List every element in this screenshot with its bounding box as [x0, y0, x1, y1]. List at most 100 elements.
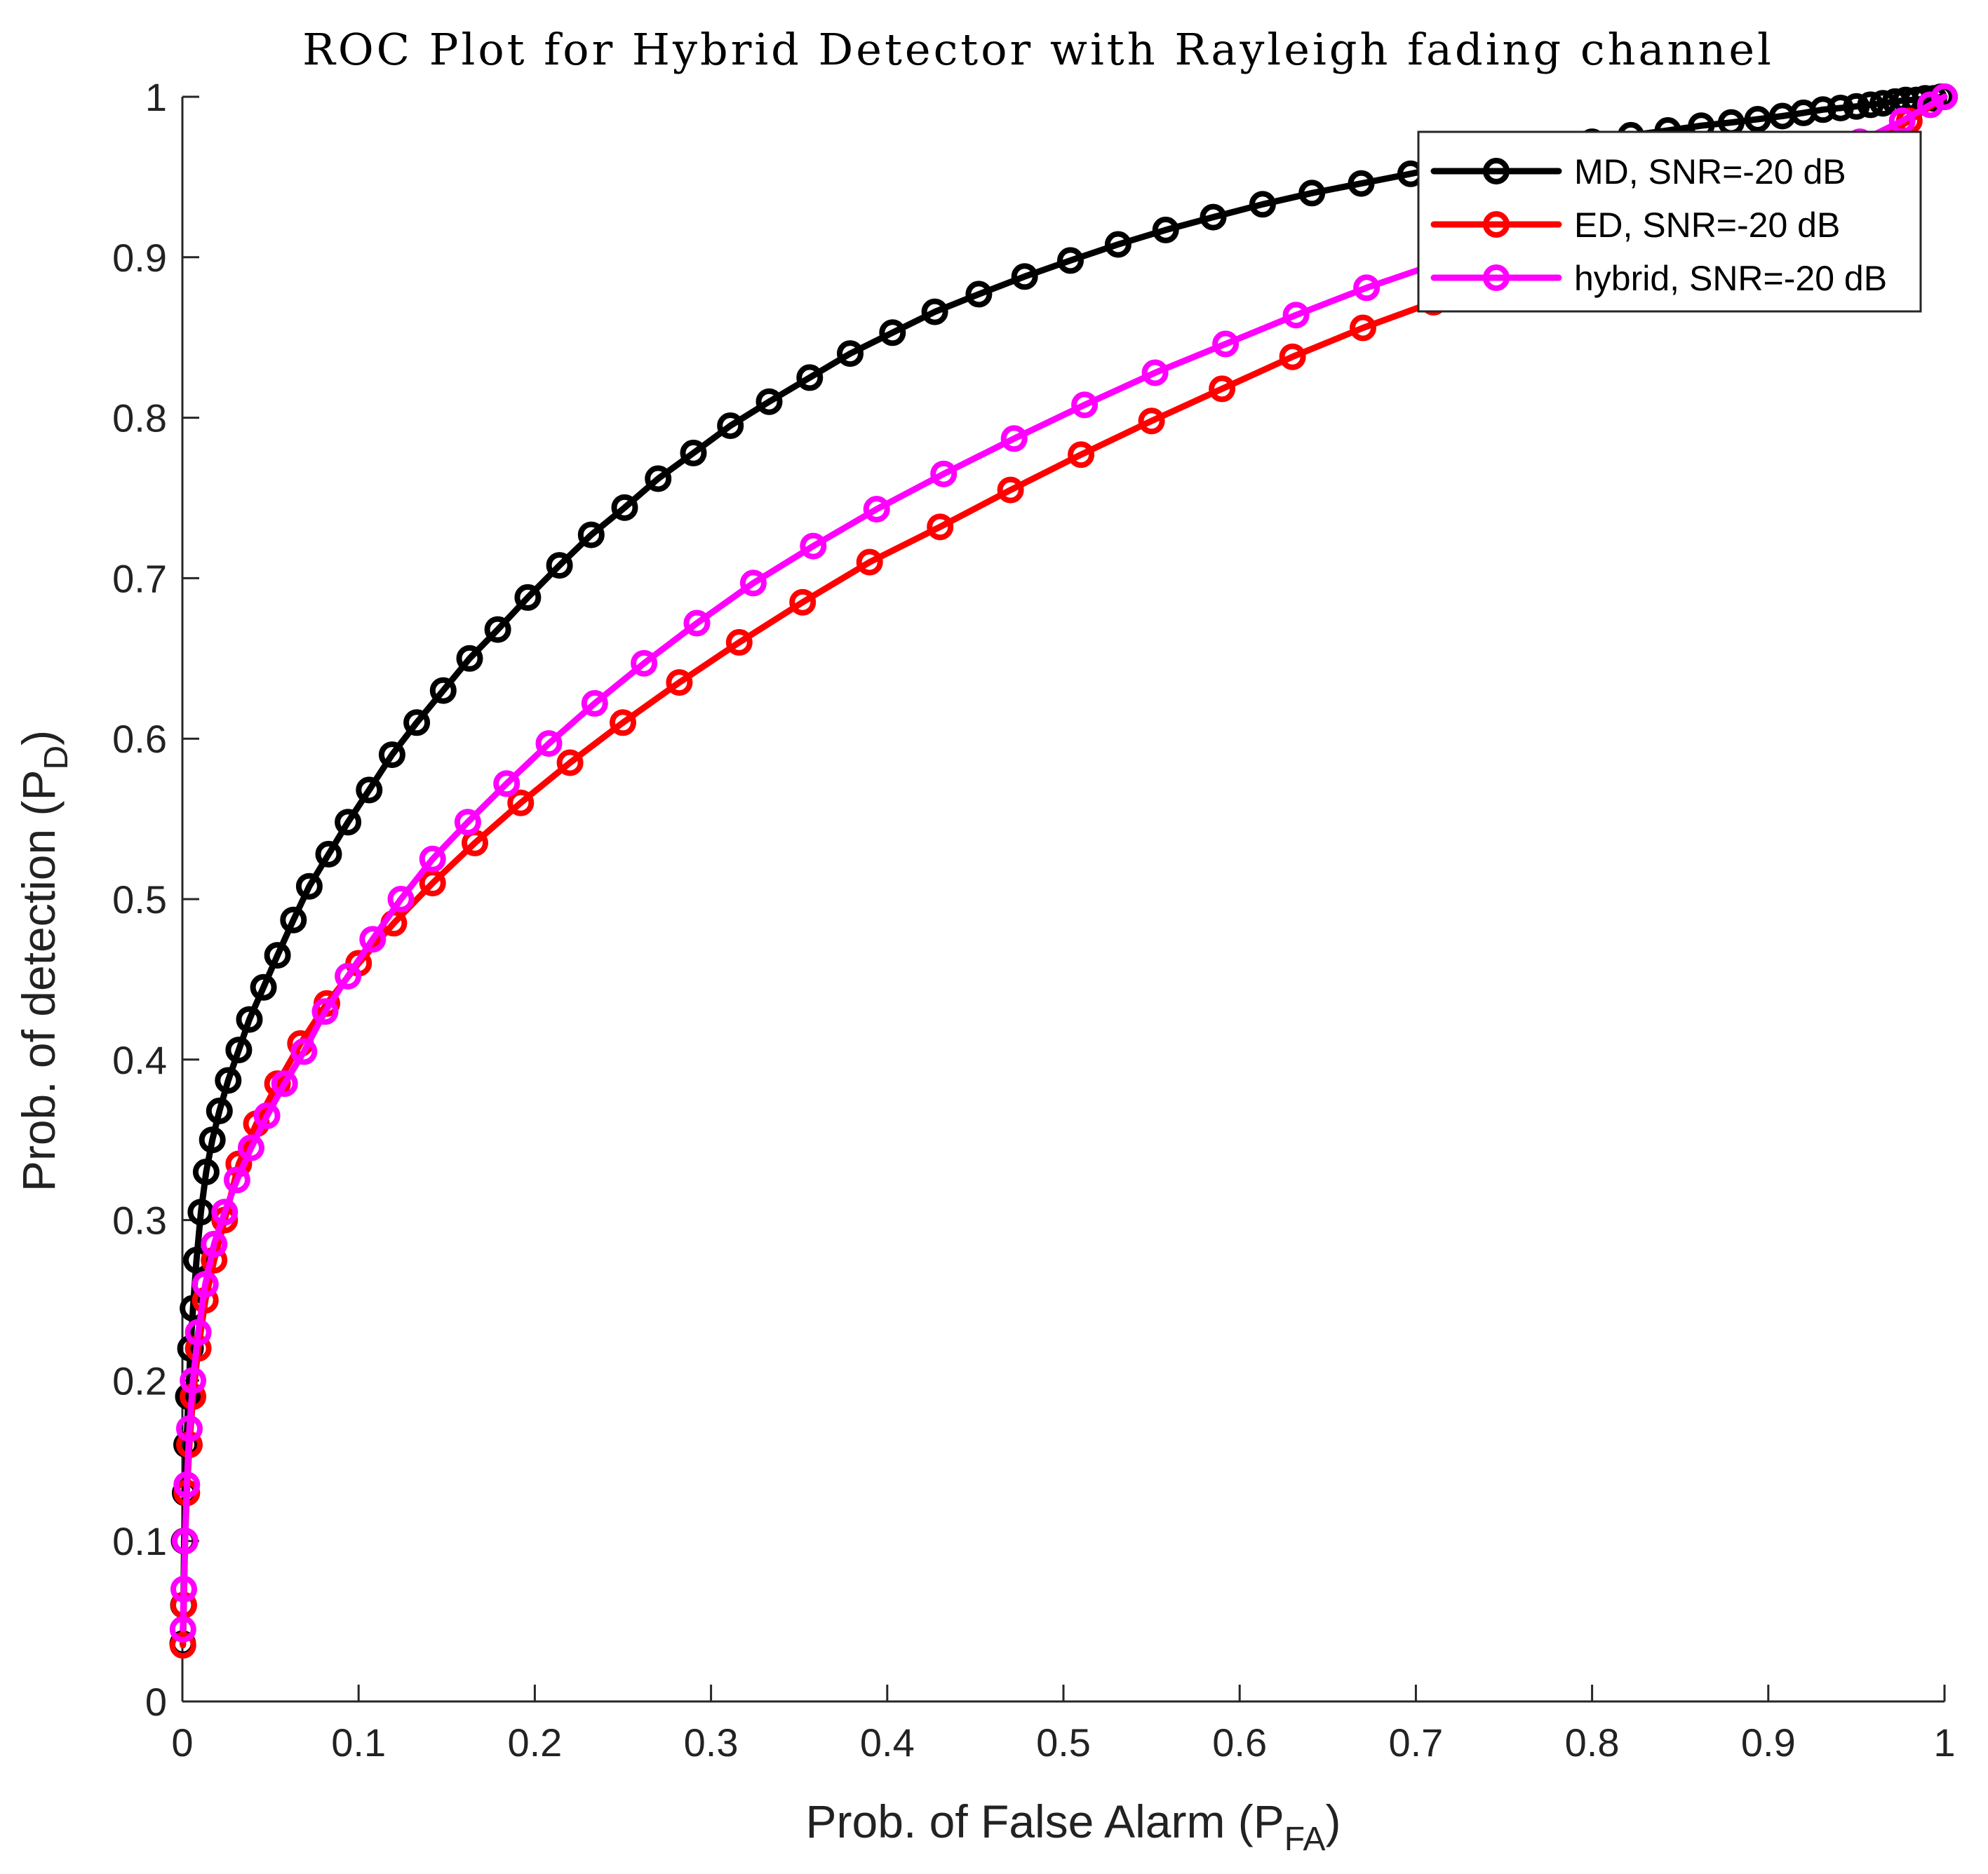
data-point-ed [725, 628, 753, 656]
data-point-ed [1138, 407, 1165, 435]
data-point-md [680, 439, 707, 466]
data-point-md [1152, 216, 1179, 243]
x-tick-label: 0.9 [1741, 1720, 1796, 1765]
data-point-hybrid [535, 730, 563, 757]
data-point-hybrid [581, 689, 608, 717]
data-point-hybrid [169, 1616, 196, 1643]
data-point-hybrid [1931, 83, 1958, 110]
data-point-md [546, 552, 573, 579]
data-point-md [611, 494, 638, 521]
data-point-md [1857, 91, 1884, 119]
data-point-hybrid [192, 1271, 219, 1298]
legend-marker-ed [1483, 211, 1510, 238]
data-point-hybrid [1282, 302, 1310, 329]
data-point-md [1200, 203, 1227, 231]
data-point-md [1011, 263, 1038, 290]
data-point-md [199, 1126, 226, 1154]
data-point-hybrid [739, 569, 767, 597]
x-tick-label: 0.3 [684, 1720, 739, 1765]
data-point-md [378, 741, 405, 769]
data-point-md [645, 465, 672, 492]
x-tick-label: 0.6 [1212, 1720, 1267, 1765]
data-point-hybrid [683, 609, 711, 637]
data-point-hybrid [271, 1070, 298, 1098]
data-point-hybrid [1212, 330, 1240, 358]
data-point-md [335, 809, 362, 836]
data-point-md [206, 1098, 233, 1124]
legend-label-ed: ED, SNR=-20 dB [1574, 205, 1840, 245]
data-point-md [192, 1159, 220, 1185]
data-point-md [456, 645, 483, 672]
x-tick-label: 0.4 [860, 1720, 915, 1765]
data-point-hybrid [387, 886, 415, 912]
data-point-hybrid [170, 1575, 197, 1603]
legend-marker-md [1483, 158, 1510, 184]
x-axis-ticks: 0 0.1 0.2 0.3 0.4 0.5 0.6 0.7 0.8 0.9 1 [171, 1685, 1956, 1765]
data-point-ed [927, 513, 954, 541]
data-point-ed [610, 709, 636, 736]
y-tick-label: 0.4 [112, 1038, 167, 1082]
data-point-md [837, 340, 864, 368]
data-point-hybrid [211, 1199, 239, 1226]
data-point-md [183, 1246, 210, 1274]
data-point-hybrid [631, 649, 658, 677]
x-tick-label: 1 [1933, 1720, 1955, 1765]
data-point-md [577, 521, 605, 548]
x-tick-label: 0.5 [1036, 1720, 1091, 1765]
data-point-md [796, 364, 824, 391]
data-point-ed [1068, 441, 1095, 468]
x-tick-label: 0 [171, 1720, 193, 1765]
data-point-md [921, 298, 948, 325]
data-point-md [315, 840, 342, 868]
series-layer [169, 83, 1958, 1659]
series-line-md [180, 93, 1948, 1647]
data-point-hybrid [184, 1319, 212, 1346]
x-axis-label: Prob. of False Alarm (PFA) [806, 1795, 1341, 1858]
y-tick-label: 0.7 [112, 556, 167, 600]
x-tick-label: 0.1 [331, 1720, 386, 1765]
data-point-md [280, 906, 307, 933]
y-tick-label: 0.2 [112, 1359, 167, 1403]
x-tick-label: 0.8 [1565, 1720, 1620, 1765]
data-point-hybrid [930, 460, 958, 487]
y-tick-label: 0.8 [112, 396, 167, 440]
data-point-ed [507, 789, 535, 816]
data-point-md [225, 1037, 253, 1064]
data-point-hybrid [863, 496, 890, 523]
data-point-md [1744, 106, 1771, 133]
data-point-md [1827, 95, 1854, 121]
y-tick-label: 0.1 [112, 1519, 167, 1563]
data-point-md [429, 677, 457, 704]
legend-label-md: MD, SNR=-20 dB [1574, 152, 1846, 191]
data-point-md [1249, 191, 1276, 218]
x-tick-label: 0.2 [507, 1720, 562, 1765]
y-tick-label: 0.6 [112, 717, 167, 761]
data-point-md [1104, 231, 1131, 258]
data-point-ed [556, 749, 584, 776]
legend-label-hybrid: hybrid, SNR=-20 dB [1574, 259, 1887, 298]
data-point-hybrid [1141, 359, 1169, 386]
data-point-md [236, 1006, 263, 1033]
data-point-hybrid [201, 1230, 228, 1258]
data-point-hybrid [173, 1471, 201, 1499]
data-point-hybrid [290, 1038, 318, 1065]
x-tick-label: 0.7 [1388, 1720, 1443, 1765]
legend-marker-hybrid [1483, 264, 1510, 291]
y-tick-label: 0.9 [112, 236, 167, 280]
data-point-ed [856, 548, 883, 576]
y-tick-label: 1 [145, 75, 167, 119]
data-point-md [1809, 96, 1836, 123]
data-point-hybrid [1000, 425, 1028, 452]
data-point-hybrid [493, 770, 520, 797]
data-point-md [484, 616, 511, 643]
data-point-ed [1279, 343, 1306, 370]
data-point-md [717, 412, 744, 439]
data-point-hybrid [180, 1367, 207, 1394]
legend: MD, SNR=-20 dB ED, SNR=-20 dB hybrid, SNR=… [1417, 130, 1922, 313]
data-point-ed [1350, 314, 1376, 342]
data-point-hybrid [1071, 391, 1099, 419]
data-point-hybrid [253, 1102, 281, 1129]
data-point-hybrid [223, 1166, 250, 1194]
data-point-md [965, 281, 993, 308]
data-point-md [1298, 180, 1326, 207]
